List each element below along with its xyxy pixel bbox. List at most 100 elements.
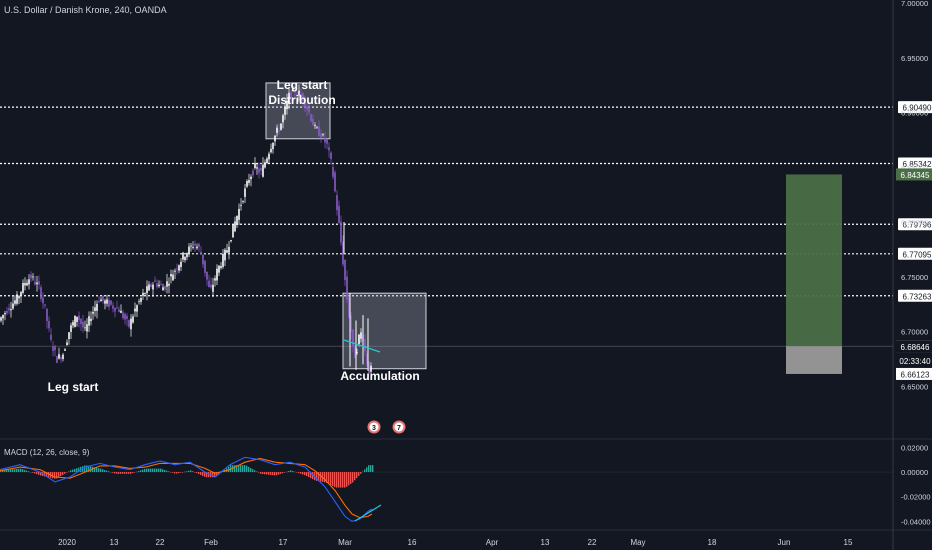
price-marker-label: 6.68646 xyxy=(901,343,930,352)
candle-body xyxy=(306,106,308,110)
accumulation-trendline[interactable] xyxy=(343,339,381,353)
candle-body xyxy=(84,327,86,329)
histogram-bar xyxy=(118,472,120,474)
histogram-bar xyxy=(370,465,372,473)
candle-body xyxy=(102,295,104,301)
histogram-bar xyxy=(312,472,314,480)
event-badge[interactable] xyxy=(394,422,404,432)
histogram-bar xyxy=(130,472,132,474)
histogram-bar xyxy=(204,472,206,477)
candle-body xyxy=(80,318,82,324)
candle-body xyxy=(360,332,362,339)
histogram-bar xyxy=(346,472,348,487)
candle-body xyxy=(346,276,348,300)
histogram-bar xyxy=(290,470,292,473)
candle-body xyxy=(308,107,310,113)
stop-zone[interactable] xyxy=(786,346,842,374)
price-axis[interactable]: 6.90490 6.85342 6.79796 6.77095 6.73263 7.000… xyxy=(892,0,932,550)
candle-body xyxy=(126,316,128,319)
histogram-bar xyxy=(196,472,198,474)
candle-body xyxy=(32,276,34,278)
candle-body xyxy=(8,308,10,311)
histogram-bar xyxy=(356,472,358,479)
candle-body xyxy=(254,163,256,169)
histogram-bar xyxy=(296,472,298,473)
time-axis[interactable]: 2020 13 22 Feb 17 Mar 16 Apr 13 22 May 18 Jun 15 xyxy=(58,538,853,547)
candle-body xyxy=(156,283,158,287)
candle-body xyxy=(208,280,210,288)
candle-body xyxy=(26,282,28,286)
histogram-bar xyxy=(328,472,330,484)
histogram-bar xyxy=(176,472,178,474)
candle-body xyxy=(270,148,272,153)
histogram-bar xyxy=(358,472,360,476)
histogram-bar xyxy=(40,472,42,476)
accumulation-box[interactable] xyxy=(342,292,427,370)
histogram-bar xyxy=(348,472,350,486)
candle-body xyxy=(20,291,22,296)
histogram-bar xyxy=(32,472,34,473)
candle-body xyxy=(240,204,242,206)
candle-body xyxy=(74,315,76,327)
time-tick-label: 2020 xyxy=(58,538,76,547)
histogram-bar xyxy=(72,469,74,473)
histogram-bar xyxy=(362,471,364,473)
histogram-bar xyxy=(252,469,254,473)
candle-body xyxy=(318,126,320,137)
candle-body xyxy=(330,152,332,160)
level-tag-label: 6.90490 xyxy=(903,104,932,113)
histogram-bar xyxy=(278,472,280,475)
candle-body xyxy=(214,278,216,281)
price-marker-label: 02:33:40 xyxy=(899,357,931,366)
histogram-bar xyxy=(208,472,210,478)
candle-body xyxy=(312,118,314,126)
candle-body xyxy=(36,282,38,285)
event-badge[interactable] xyxy=(369,422,379,432)
candle-body xyxy=(170,274,172,277)
histogram-bar xyxy=(236,465,238,473)
histogram-bar xyxy=(198,472,200,475)
candle-body xyxy=(158,284,160,287)
price-tick-label: 6.70000 xyxy=(901,328,928,337)
candle-body xyxy=(54,346,56,351)
candle-body xyxy=(314,125,316,126)
candle-body xyxy=(116,307,118,309)
histogram-bar xyxy=(60,472,62,477)
macd-pane[interactable] xyxy=(0,456,932,531)
histogram-bar xyxy=(124,472,126,474)
histogram-bar xyxy=(134,472,136,473)
histogram-bar xyxy=(52,472,54,479)
histogram-bar xyxy=(86,465,88,473)
histogram-bar xyxy=(158,468,160,473)
price-tick-label: 6.85000 xyxy=(901,163,928,172)
candle-body xyxy=(166,281,168,287)
candle-body xyxy=(48,320,50,329)
candle-body xyxy=(112,305,114,309)
target-zone[interactable] xyxy=(786,174,842,347)
candle-body xyxy=(196,246,198,249)
macd-trendline[interactable] xyxy=(354,504,382,522)
histogram-bar xyxy=(170,472,172,473)
candle-body xyxy=(344,259,346,281)
histogram-bar xyxy=(238,465,240,473)
histogram-bar xyxy=(64,472,66,474)
candle-body xyxy=(256,167,258,169)
candle-body xyxy=(322,134,324,136)
histogram-bar xyxy=(164,469,166,473)
candle-body xyxy=(42,297,44,304)
candle-body xyxy=(210,284,212,288)
histogram-bar xyxy=(332,472,334,487)
price-marker xyxy=(896,367,932,380)
histogram-bar xyxy=(318,472,320,482)
candle-body xyxy=(56,356,58,363)
histogram-bar xyxy=(108,471,110,473)
time-tick-label: 15 xyxy=(844,538,853,547)
level-tag xyxy=(898,247,932,260)
candle-body xyxy=(284,106,286,115)
candle-body xyxy=(354,345,356,359)
candle-body xyxy=(12,303,14,309)
candle-body xyxy=(110,300,112,305)
candle-body xyxy=(62,354,64,360)
histogram-bar xyxy=(276,472,278,476)
